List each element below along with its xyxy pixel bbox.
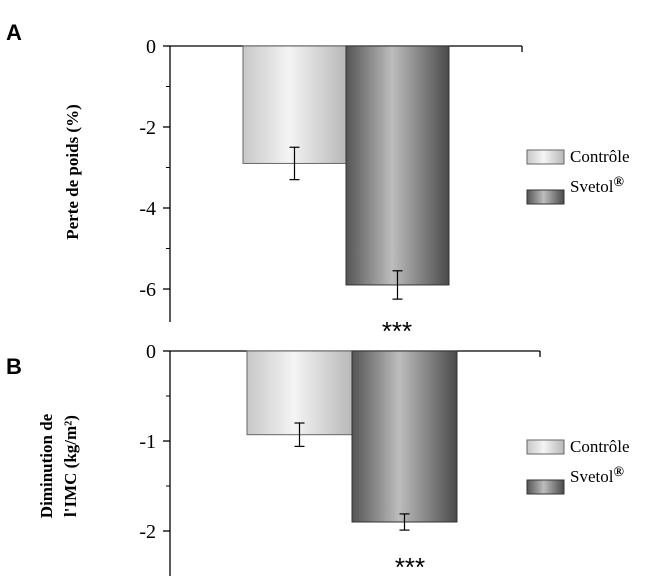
panel-b-ylabel-line1: Diminution de xyxy=(37,413,56,518)
panel-a-ytick-label-3: -6 xyxy=(139,279,156,301)
panel-a-errorbar-controle xyxy=(289,146,300,181)
panel-a-y-ticks: 0 -2 -4 -6 xyxy=(139,36,170,301)
panel-a-legend-swatch-controle xyxy=(526,149,565,165)
panel-b-legend-swatch-controle xyxy=(526,439,565,455)
panel-a-ytick-label-0: 0 xyxy=(146,36,156,58)
panel-b-ytick-label-2: -2 xyxy=(139,521,156,543)
panel-b-errorbar-svetol xyxy=(399,513,410,531)
panel-a-errorbar-svetol xyxy=(392,270,403,300)
panel-b-errorbar-controle xyxy=(294,422,305,447)
panel-b-bar-svetol xyxy=(351,350,458,523)
panel-b-legend-label-controle: Contrôle xyxy=(570,437,630,456)
panel-b-y-ticks: 0 -1 -2 xyxy=(139,341,170,543)
panel-a-legend-label-controle: Contrôle xyxy=(570,147,630,166)
panel-a-ylabel: Perte de poids (%) xyxy=(63,104,82,240)
panel-a-bar-svetol xyxy=(345,45,450,286)
panel-a-ytick-label-2: -4 xyxy=(139,198,156,220)
panel-b-ytick-label-1: -1 xyxy=(139,431,156,453)
panel-b-ytick-label-0: 0 xyxy=(146,341,156,363)
panel-b-significance: *** xyxy=(395,552,425,576)
panel-b-legend: Contrôle Svetol® xyxy=(526,437,630,495)
panel-a-bar-controle xyxy=(242,45,347,164)
panel-a-legend: Contrôle Svetol® xyxy=(526,147,630,205)
panel-a-significance: *** xyxy=(382,316,412,346)
panel-a-legend-label-svetol: Svetol® xyxy=(570,175,624,196)
panel-b-label: B xyxy=(6,354,22,379)
panel-b-legend-swatch-svetol xyxy=(526,479,565,495)
panel-a-legend-swatch-svetol xyxy=(526,189,565,205)
panel-b: B Diminution de l'IMC (kg/m²) 0-1-2 *** … xyxy=(6,341,630,576)
panel-a: A Perte de poids (%) 0 -2 -4 -6 *** Contrôl… xyxy=(6,20,630,346)
panel-b-bar-controle xyxy=(246,350,353,436)
panel-a-label: A xyxy=(6,20,22,45)
panel-b-legend-label-svetol: Svetol® xyxy=(570,465,624,486)
panel-a-ytick-label-1: -2 xyxy=(139,117,156,139)
panel-b-ylabel-line2: l'IMC (kg/m²) xyxy=(61,415,80,517)
